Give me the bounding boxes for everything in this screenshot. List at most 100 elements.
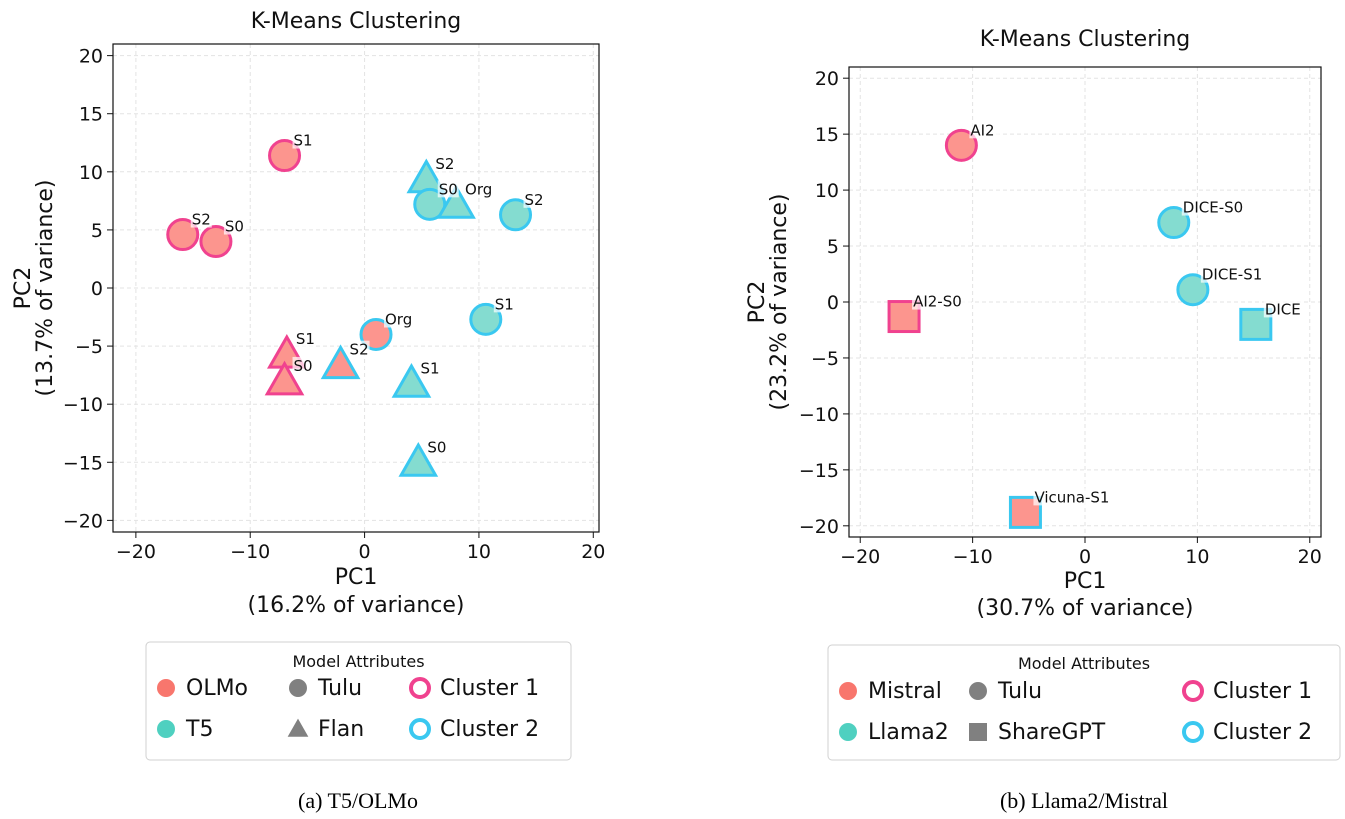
point-label-bg [434, 154, 456, 172]
point-label-bg [1200, 265, 1270, 283]
point-label-bg [969, 121, 1000, 139]
data-point-triangle [264, 360, 305, 396]
x-tick-label: −10 [230, 541, 270, 563]
y-tick-label: −15 [63, 452, 103, 474]
y-axis-label: PC2 [745, 281, 770, 324]
point-label-bg [190, 210, 212, 228]
point-label: S2 [525, 191, 544, 209]
y-tick-label: 0 [91, 278, 103, 300]
point-label-bg [223, 217, 245, 235]
x-tick-label: −20 [116, 541, 156, 563]
point-label: S0 [427, 438, 446, 456]
data-point-circle [268, 139, 302, 173]
y-tick-label: 20 [79, 46, 103, 68]
legend-circle-icon [839, 723, 857, 741]
point-label: S1 [420, 359, 439, 377]
x-axis-sublabel: (30.7% of variance) [977, 596, 1194, 621]
y-axis-label: PC2 [11, 267, 36, 310]
legend-ring-icon [409, 718, 431, 740]
legend-item-label: T5 [185, 717, 213, 742]
y-tick-label: −5 [75, 336, 103, 358]
point-label-bg [292, 131, 314, 149]
x-tick-label: 20 [581, 541, 605, 563]
x-tick-label: 10 [467, 541, 491, 563]
legend-item-label: Cluster 2 [440, 717, 539, 742]
data-point-triangle [436, 184, 476, 219]
legend-item-label: Llama2 [868, 720, 949, 745]
point-label: DICE-S1 [1202, 266, 1262, 284]
legend-item-label: Flan [318, 717, 364, 742]
point-label: S1 [495, 295, 514, 313]
point-label-bg [348, 340, 370, 358]
point-label: AI2 [970, 121, 994, 139]
legend-frame [145, 641, 572, 761]
point-label-bg [384, 310, 415, 328]
subfigure-caption: (b) Llama2/Mistral [1000, 788, 1168, 813]
point-label-bg [523, 190, 545, 208]
data-point-triangle [398, 442, 439, 477]
x-tick-label: 20 [1298, 546, 1322, 568]
point-label-bg [912, 292, 972, 310]
point-label: DICE-S0 [1183, 199, 1243, 217]
point-label-bg [1263, 300, 1304, 318]
y-tick-label: −5 [811, 348, 839, 370]
legend-circle-icon [289, 679, 307, 697]
point-label-bg [493, 295, 515, 313]
y-tick-label: 5 [827, 236, 839, 258]
data-point-triangle [391, 363, 432, 398]
legend-square-icon [969, 723, 987, 741]
point-label: Org [385, 310, 412, 328]
chart-title: K-Means Clustering [251, 9, 462, 34]
data-point-circle [1157, 206, 1191, 240]
y-tick-label: 5 [91, 220, 103, 242]
point-label: AI2-S0 [913, 293, 962, 311]
legend-item-label: Tulu [317, 676, 362, 701]
legend-item-label: Cluster 1 [440, 676, 539, 701]
legend-item-label: Cluster 1 [1213, 679, 1312, 704]
legend-item-label: Mistral [868, 679, 942, 704]
x-tick-label: 0 [1079, 546, 1091, 568]
point-label: Vicuna-S1 [1034, 488, 1109, 506]
data-point-circle [166, 218, 200, 252]
point-label: S2 [192, 211, 211, 229]
x-tick-label: −20 [840, 546, 880, 568]
point-label-bg [437, 180, 459, 198]
point-label: S2 [350, 341, 369, 359]
point-label: S0 [294, 357, 313, 375]
legend-circle-icon [157, 720, 175, 738]
legend: Model Attributes Mistral Llama2 Tulu ShareGP… [827, 644, 1341, 761]
x-axis-label: PC1 [335, 565, 378, 590]
point-label: S0 [439, 180, 458, 198]
chart-b: −20 −10 0 10 20 −20 −15 −10 −5 0 5 10 15 20 K-Means Cl… [745, 27, 1341, 813]
legend-circle-icon [157, 679, 175, 697]
y-tick-label: 15 [79, 104, 103, 126]
data-point-circle [1176, 273, 1210, 307]
legend-ring-icon [1182, 680, 1204, 702]
y-axis-sublabel: (13.7% of variance) [33, 180, 58, 397]
y-tick-label: −20 [799, 516, 839, 538]
legend-item-label: ShareGPT [998, 720, 1106, 745]
y-tick-label: 0 [827, 292, 839, 314]
point-label-bg [426, 438, 448, 456]
chart-title: K-Means Clustering [980, 27, 1191, 52]
x-tick-label: 10 [1185, 546, 1209, 568]
point-label-bg [1181, 198, 1251, 216]
point-label-bg [292, 356, 314, 374]
point-label: S0 [225, 218, 244, 236]
point-label-bg [464, 180, 495, 198]
legend-item-label: Tulu [997, 679, 1042, 704]
point-label: S1 [296, 330, 315, 348]
legend-title: Model Attributes [292, 652, 424, 671]
x-axis-sublabel: (16.2% of variance) [248, 593, 465, 618]
y-tick-label: 20 [815, 68, 839, 90]
legend-ring-icon [1182, 721, 1204, 743]
y-tick-label: −10 [799, 404, 839, 426]
legend-title: Model Attributes [1018, 654, 1150, 673]
data-point-circle [944, 128, 978, 162]
legend-item-label: OLMo [186, 676, 248, 701]
plot-frame [848, 66, 1322, 538]
y-tick-label: 15 [815, 124, 839, 146]
legend-circle-icon [839, 682, 857, 700]
plot-frame [112, 43, 600, 533]
